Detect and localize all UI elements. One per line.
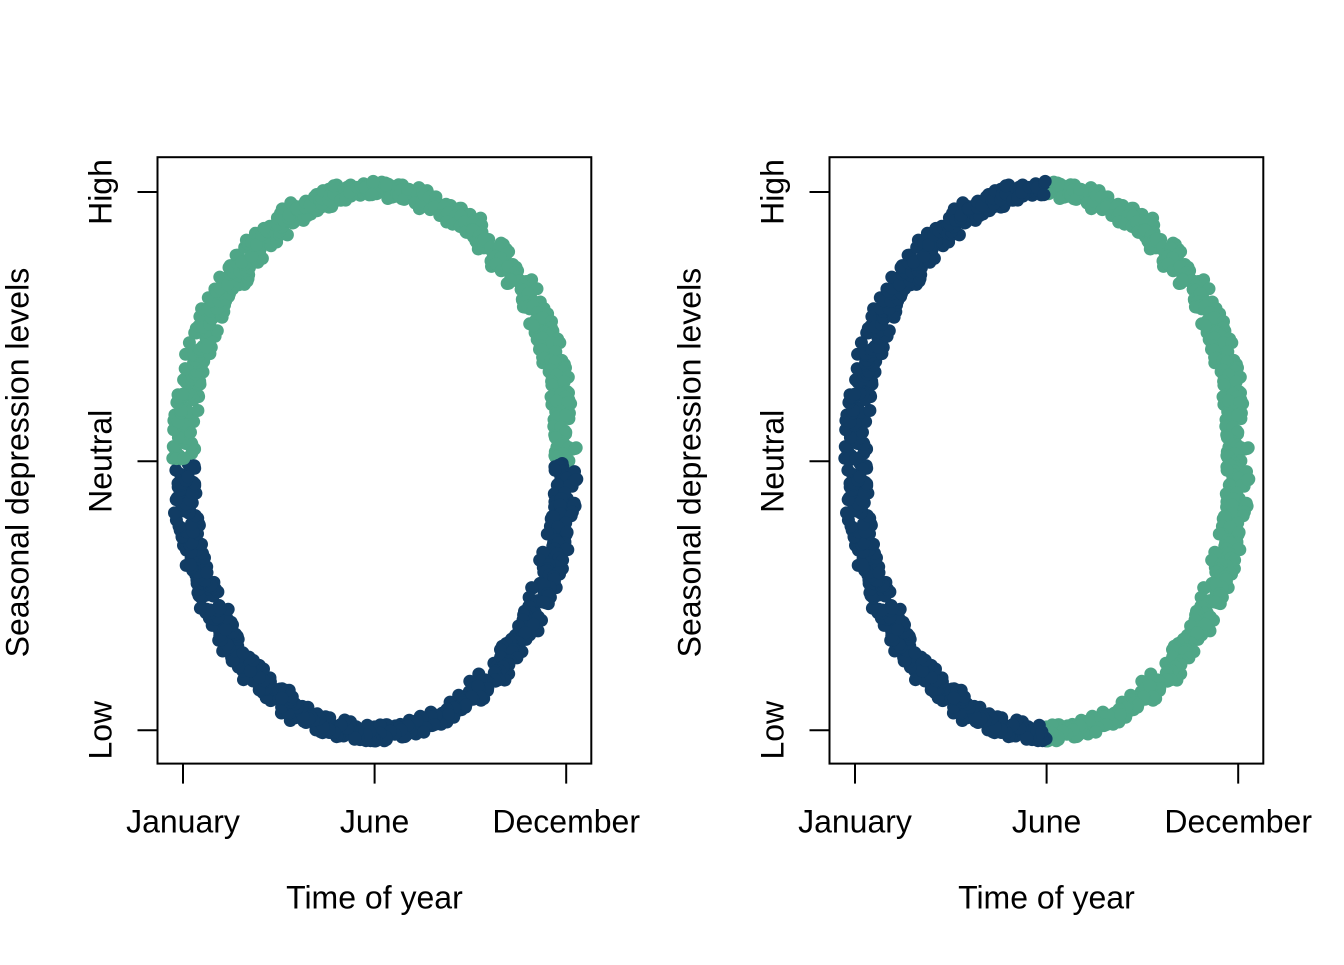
svg-text:December: December: [1164, 804, 1312, 840]
svg-text:June: June: [340, 804, 409, 840]
svg-text:January: January: [798, 804, 912, 840]
svg-text:High: High: [755, 159, 791, 225]
svg-text:Low: Low: [83, 700, 119, 760]
svg-text:Time of year: Time of year: [286, 879, 463, 915]
svg-text:Time of year: Time of year: [958, 879, 1135, 915]
svg-text:Neutral: Neutral: [83, 410, 119, 513]
svg-text:Seasonal depression levels: Seasonal depression levels: [672, 268, 708, 658]
svg-text:Neutral: Neutral: [755, 410, 791, 513]
svg-text:High: High: [83, 159, 119, 225]
svg-text:June: June: [1012, 804, 1081, 840]
svg-text:Seasonal depression levels: Seasonal depression levels: [0, 268, 36, 658]
svg-text:December: December: [492, 804, 640, 840]
svg-text:January: January: [126, 804, 240, 840]
svg-text:Low: Low: [755, 700, 791, 760]
